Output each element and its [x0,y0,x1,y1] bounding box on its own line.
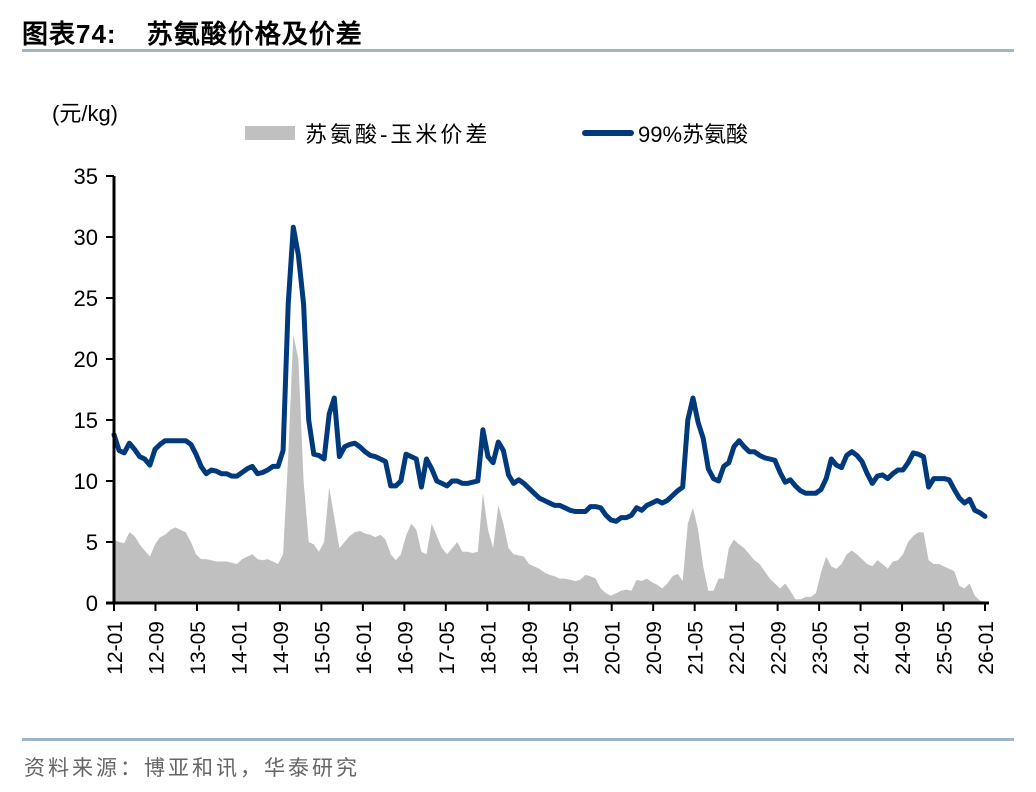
x-tick-label: 24-01 [851,621,874,675]
x-tick-label: 22-01 [726,621,749,675]
x-tick-label: 12-01 [104,621,127,675]
axes: 0 5 10 15 20 25 30 35 12-01 12-09 13-05 14-01 14-09 1… [74,164,998,675]
area-swatch-icon [245,126,295,140]
x-tick-label: 21-05 [685,621,708,675]
legend-label-price: 99%苏氨酸 [638,122,749,147]
top-divider [22,49,1014,52]
page-title: 图表74: 苏氨酸价格及价差 [22,14,363,51]
spread-area-series [114,334,985,603]
y-tick-label: 0 [86,591,98,616]
y-tick-label: 35 [74,164,98,189]
x-tick-label: 20-09 [643,621,666,675]
x-tick-label: 25-05 [934,621,957,675]
x-tick-label: 15-05 [311,621,334,675]
bottom-divider [22,738,1014,741]
x-tick-label: 13-05 [187,621,210,675]
price-line-series [111,224,988,524]
y-tick-label: 10 [74,469,98,494]
x-tick-label: 18-09 [519,621,542,675]
legend-item-spread: 苏氨酸-玉米价差 [245,118,490,148]
x-tick-label: 17-05 [436,621,459,675]
x-tick-label: 19-05 [560,621,583,675]
x-tick-label: 23-05 [809,621,832,675]
x-tick-label: 14-01 [228,621,251,675]
x-tick-label: 14-09 [270,621,293,675]
x-tick-label: 20-01 [602,621,625,675]
x-tick-label: 22-09 [768,621,791,675]
y-tick-label: 20 [74,347,98,372]
title-text: 苏氨酸价格及价差 [146,20,363,50]
spread-area [114,334,985,603]
legend-item-price: 99%苏氨酸 [582,118,748,148]
title-number: 74: [76,19,117,49]
title-prefix: 图表 [22,20,77,50]
price-line [111,224,988,524]
x-tick-label: 16-09 [394,621,417,675]
x-tick-label: 26-01 [975,621,998,675]
line-swatch-icon [582,130,634,136]
y-tick-label: 30 [74,225,98,250]
y-tick-label: 15 [74,408,98,433]
x-tick-label: 12-09 [145,621,168,675]
y-axis-unit-label: (元/kg) [52,101,119,126]
y-tick-label: 25 [74,286,98,311]
y-tick-label: 5 [86,530,98,555]
source-note: 资料来源：博亚和讯，华泰研究 [24,756,360,780]
legend-label-spread: 苏氨酸-玉米价差 [305,123,491,148]
x-tick-label: 24-09 [892,621,915,675]
x-tick-label: 18-01 [477,621,500,675]
x-tick-label: 16-01 [353,621,376,675]
